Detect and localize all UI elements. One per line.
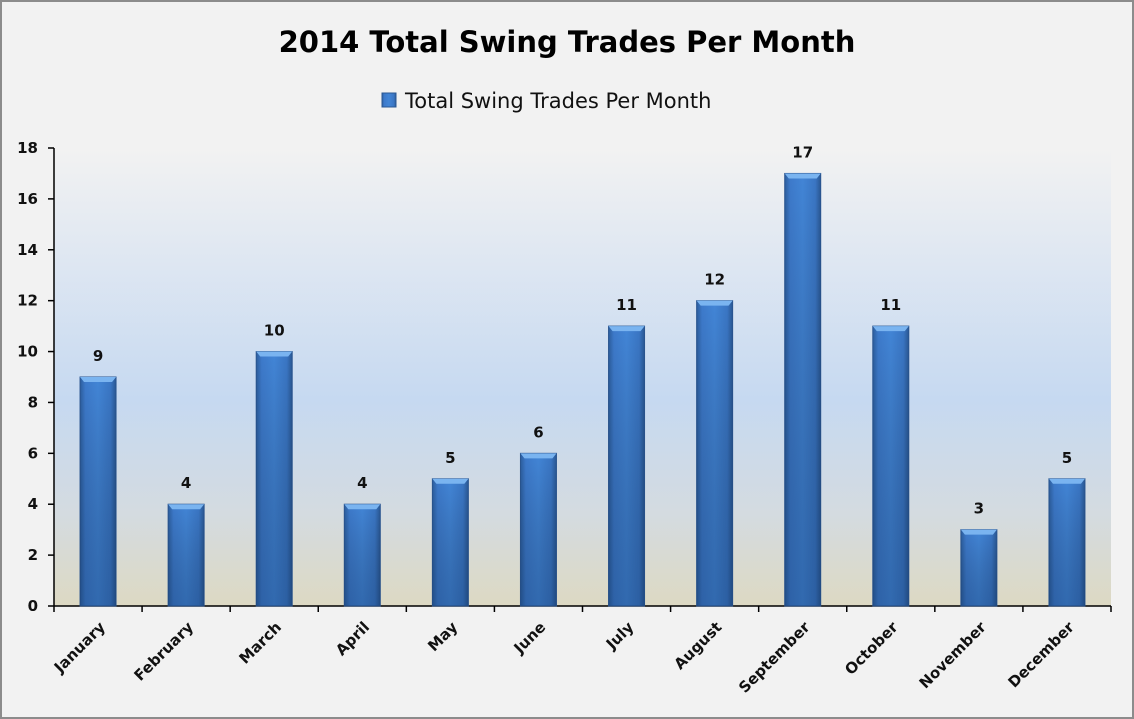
y-tick-label: 10	[17, 343, 38, 361]
bar-bevel	[168, 504, 205, 510]
y-tick-label: 4	[28, 495, 38, 513]
x-tick-label: April	[332, 618, 373, 659]
data-label: 6	[533, 423, 543, 441]
x-tick-label: January	[50, 618, 109, 677]
bar-bevel	[960, 529, 997, 535]
y-tick-label: 12	[17, 292, 38, 310]
bar-shade	[432, 478, 469, 606]
bar-bevel	[256, 351, 293, 357]
bar-shade	[608, 326, 645, 606]
y-tick-label: 2	[28, 546, 38, 564]
x-tick-label: May	[424, 618, 461, 655]
y-tick-label: 16	[17, 190, 38, 208]
bar-bevel	[520, 453, 557, 459]
x-tick-label: June	[510, 618, 550, 658]
bar-bevel	[80, 377, 117, 382]
bar-shade	[784, 173, 821, 606]
y-tick-label: 6	[28, 444, 38, 462]
data-label: 11	[880, 296, 901, 314]
bar-shade	[344, 504, 381, 606]
bar-shade	[872, 326, 909, 606]
bar-bevel	[784, 173, 821, 179]
bar-bevel	[872, 326, 909, 332]
y-tick-label: 14	[17, 241, 38, 259]
bar-shade	[520, 453, 557, 606]
y-tick-label: 18	[17, 139, 38, 157]
x-tick-label: December	[1005, 618, 1079, 692]
x-tick-label: March	[236, 618, 286, 668]
legend-swatch	[381, 92, 397, 108]
bar-bevel	[1048, 478, 1085, 484]
bar-bevel	[608, 326, 645, 332]
data-label: 3	[974, 500, 984, 518]
bar-bevel	[696, 300, 733, 306]
chart-title: 2014 Total Swing Trades Per Month	[279, 25, 856, 59]
data-label: 11	[616, 296, 637, 314]
data-label: 9	[93, 347, 103, 365]
bar-shade	[696, 300, 733, 606]
data-label: 17	[792, 143, 813, 161]
x-tick-label: July	[602, 618, 638, 654]
data-label: 4	[181, 474, 191, 492]
legend: Total Swing Trades Per Month	[381, 89, 711, 113]
data-label: 10	[264, 322, 285, 340]
bar-shade	[80, 377, 117, 606]
bar-shade	[960, 529, 997, 606]
legend-label: Total Swing Trades Per Month	[404, 89, 711, 113]
data-label: 4	[357, 474, 367, 492]
y-tick-label: 8	[28, 393, 38, 411]
bar-bevel	[432, 478, 469, 484]
bar-shade	[256, 351, 293, 606]
bar-shade	[168, 504, 205, 606]
data-label: 5	[1062, 449, 1072, 467]
plot-area	[54, 148, 1111, 606]
data-label: 12	[704, 271, 725, 289]
data-label: 5	[445, 449, 455, 467]
x-tick-label: February	[131, 618, 198, 685]
x-tick-label: September	[735, 618, 814, 697]
x-tick-label: November	[916, 618, 990, 692]
x-tick-label: August	[670, 618, 725, 673]
bar-bevel	[344, 504, 381, 510]
x-tick-label: October	[841, 618, 902, 679]
y-tick-label: 0	[28, 597, 38, 615]
bar-shade	[1048, 478, 1085, 606]
